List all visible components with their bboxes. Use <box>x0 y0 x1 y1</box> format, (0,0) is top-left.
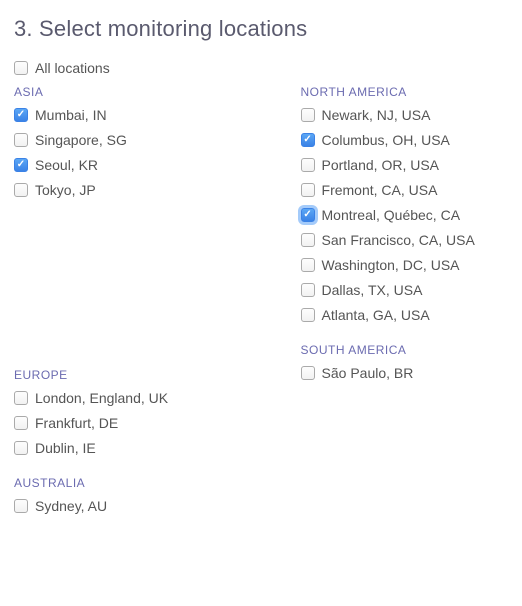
location-checkbox[interactable] <box>14 441 28 455</box>
region: SOUTH AMERICA São Paulo, BR <box>301 343 508 381</box>
location-label[interactable]: Singapore, SG <box>35 132 127 148</box>
location-row: Singapore, SG <box>14 132 301 148</box>
location-checkbox[interactable] <box>301 108 315 122</box>
region-header: EUROPE <box>14 368 301 382</box>
region-header: ASIA <box>14 85 301 99</box>
location-label[interactable]: Portland, OR, USA <box>322 157 440 173</box>
location-label[interactable]: São Paulo, BR <box>322 365 414 381</box>
location-checkbox[interactable] <box>301 258 315 272</box>
location-label[interactable]: Washington, DC, USA <box>322 257 460 273</box>
region-header: AUSTRALIA <box>14 476 301 490</box>
location-checkbox[interactable] <box>301 158 315 172</box>
location-row: Montreal, Québec, CA <box>301 207 508 223</box>
location-label[interactable]: London, England, UK <box>35 390 168 406</box>
location-row: London, England, UK <box>14 390 301 406</box>
region: NORTH AMERICA Newark, NJ, USA Columbus, OH… <box>301 85 508 323</box>
location-checkbox[interactable] <box>14 108 28 122</box>
all-locations-label[interactable]: All locations <box>35 60 110 76</box>
location-row: Dublin, IE <box>14 440 301 456</box>
location-checkbox[interactable] <box>301 208 315 222</box>
location-checkbox[interactable] <box>14 391 28 405</box>
location-checkbox[interactable] <box>301 308 315 322</box>
location-checkbox[interactable] <box>14 416 28 430</box>
location-row: São Paulo, BR <box>301 365 508 381</box>
location-label[interactable]: Columbus, OH, USA <box>322 132 450 148</box>
region: ASIA Mumbai, IN Singapore, SG Seoul, KR Toky… <box>14 85 301 198</box>
location-row: Fremont, CA, USA <box>301 182 508 198</box>
region-header: SOUTH AMERICA <box>301 343 508 357</box>
location-checkbox[interactable] <box>301 183 315 197</box>
location-row: Columbus, OH, USA <box>301 132 508 148</box>
location-label[interactable]: Montreal, Québec, CA <box>322 207 461 223</box>
left-column: ASIA Mumbai, IN Singapore, SG Seoul, KR Toky… <box>14 85 301 534</box>
location-label[interactable]: San Francisco, CA, USA <box>322 232 475 248</box>
location-label[interactable]: Dublin, IE <box>35 440 96 456</box>
location-row: Sydney, AU <box>14 498 301 514</box>
location-label[interactable]: Atlanta, GA, USA <box>322 307 430 323</box>
region-header: NORTH AMERICA <box>301 85 508 99</box>
location-row: Mumbai, IN <box>14 107 301 123</box>
location-checkbox[interactable] <box>301 133 315 147</box>
location-row: Portland, OR, USA <box>301 157 508 173</box>
location-label[interactable]: Mumbai, IN <box>35 107 107 123</box>
location-row: Dallas, TX, USA <box>301 282 508 298</box>
location-label[interactable]: Fremont, CA, USA <box>322 182 438 198</box>
location-checkbox[interactable] <box>14 158 28 172</box>
location-label[interactable]: Frankfurt, DE <box>35 415 118 431</box>
region: EUROPE London, England, UK Frankfurt, DE Du… <box>14 368 301 456</box>
location-label[interactable]: Seoul, KR <box>35 157 98 173</box>
location-checkbox[interactable] <box>301 233 315 247</box>
location-checkbox[interactable] <box>14 133 28 147</box>
location-row: Tokyo, JP <box>14 182 301 198</box>
location-row: Seoul, KR <box>14 157 301 173</box>
all-locations-checkbox[interactable] <box>14 61 28 75</box>
location-label[interactable]: Dallas, TX, USA <box>322 282 423 298</box>
all-locations-row: All locations <box>14 60 508 76</box>
page-title: 3. Select monitoring locations <box>14 16 508 42</box>
location-row: San Francisco, CA, USA <box>301 232 508 248</box>
location-row: Frankfurt, DE <box>14 415 301 431</box>
location-label[interactable]: Tokyo, JP <box>35 182 96 198</box>
location-checkbox[interactable] <box>14 183 28 197</box>
region: AUSTRALIA Sydney, AU <box>14 476 301 514</box>
location-row: Washington, DC, USA <box>301 257 508 273</box>
location-row: Newark, NJ, USA <box>301 107 508 123</box>
location-checkbox[interactable] <box>14 499 28 513</box>
right-column: NORTH AMERICA Newark, NJ, USA Columbus, OH… <box>301 85 508 534</box>
location-checkbox[interactable] <box>301 366 315 380</box>
location-checkbox[interactable] <box>301 283 315 297</box>
location-label[interactable]: Newark, NJ, USA <box>322 107 431 123</box>
location-row: Atlanta, GA, USA <box>301 307 508 323</box>
location-label[interactable]: Sydney, AU <box>35 498 107 514</box>
